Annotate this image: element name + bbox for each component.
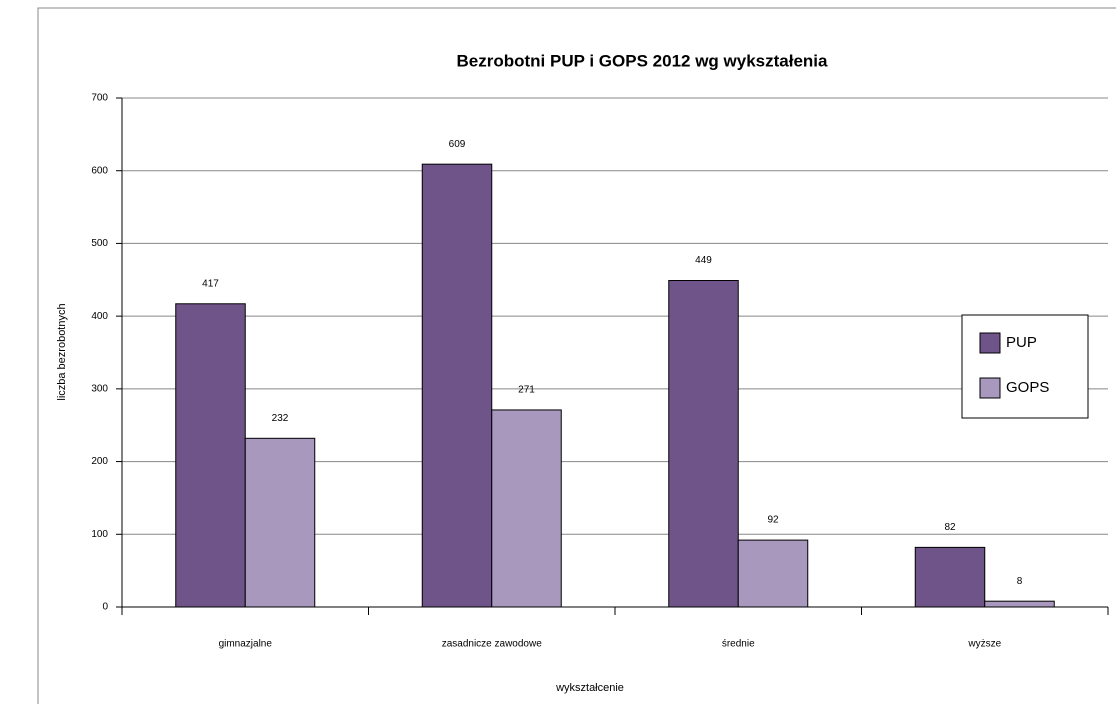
x-tick-label: zasadnicze zawodowe bbox=[442, 639, 542, 650]
y-tick-label: 300 bbox=[91, 383, 108, 394]
data-label: 8 bbox=[1017, 576, 1023, 587]
data-label: 609 bbox=[449, 139, 466, 150]
bar bbox=[421, 163, 493, 608]
data-label: 232 bbox=[272, 413, 289, 424]
y-tick-label: 600 bbox=[91, 165, 108, 176]
y-axis-label: liczba bezrobotnych bbox=[56, 303, 68, 400]
legend-swatch bbox=[979, 377, 1001, 399]
bar bbox=[244, 437, 316, 608]
x-tick-label: średnie bbox=[722, 639, 755, 650]
x-tick-label: gimnazjalne bbox=[219, 639, 273, 650]
data-label: 271 bbox=[518, 385, 535, 396]
data-label: 449 bbox=[695, 255, 712, 266]
data-label: 82 bbox=[944, 522, 956, 533]
bar bbox=[737, 539, 809, 608]
bar bbox=[984, 600, 1055, 608]
legend-box bbox=[961, 314, 1089, 419]
y-tick-label: 100 bbox=[91, 529, 108, 540]
data-label: 92 bbox=[767, 515, 779, 526]
y-tick-label: 700 bbox=[91, 93, 108, 104]
data-label: 417 bbox=[202, 278, 219, 289]
x-tick-label: wyższe bbox=[967, 639, 1001, 650]
y-tick-label: 200 bbox=[91, 456, 108, 467]
bar bbox=[491, 409, 562, 608]
bar bbox=[914, 546, 986, 608]
legend-swatch bbox=[979, 332, 1001, 354]
bar bbox=[668, 280, 739, 608]
x-axis-label: wykształcenie bbox=[555, 682, 624, 694]
legend-label: GOPS bbox=[1006, 379, 1049, 396]
y-tick-label: 500 bbox=[91, 238, 108, 249]
bar bbox=[175, 303, 246, 608]
y-tick-label: 0 bbox=[102, 602, 108, 613]
legend-label: PUP bbox=[1006, 334, 1037, 351]
chart-title: Bezrobotni PUP i GOPS 2012 wg wykształen… bbox=[457, 51, 829, 70]
chart-frame bbox=[37, 7, 1116, 704]
y-tick-label: 400 bbox=[91, 311, 108, 322]
